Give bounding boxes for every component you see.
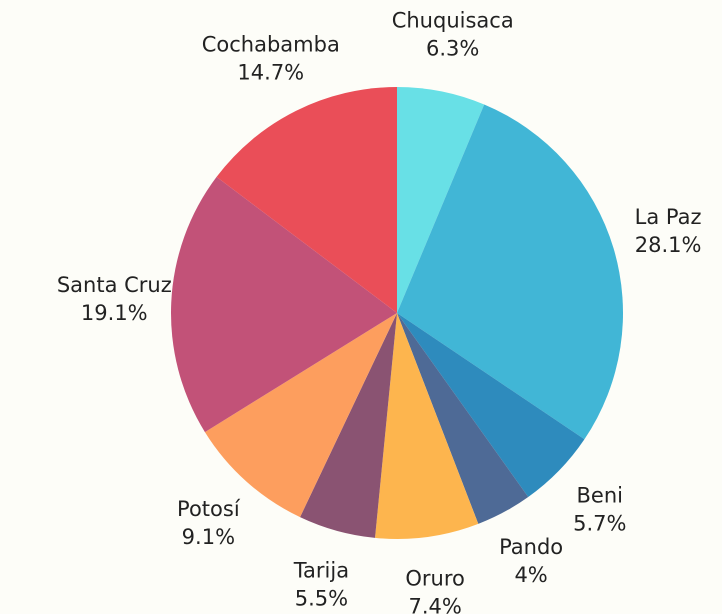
pie-slice — [397, 87, 485, 313]
pie-slice — [397, 313, 585, 498]
slice-value-label: 9.1% — [182, 525, 235, 549]
slice-label: Cochabamba — [202, 33, 340, 57]
slice-value-label: 5.5% — [295, 587, 348, 611]
pie-slice — [300, 313, 397, 538]
pie-slice — [204, 313, 397, 518]
slice-label: Oruro — [405, 566, 465, 590]
pie-slice — [397, 313, 529, 524]
pie-slice — [397, 104, 623, 440]
pie-slice — [170, 176, 397, 433]
slice-label: Chuquisaca — [392, 9, 514, 33]
slice-label: La Paz — [635, 205, 702, 229]
slice-value-label: 5.7% — [573, 511, 626, 535]
pie-slice — [375, 313, 479, 539]
slice-label: Santa Cruz — [57, 273, 172, 297]
slice-value-label: 28.1% — [635, 233, 702, 257]
slice-value-label: 19.1% — [81, 301, 148, 325]
slice-value-label: 6.3% — [426, 37, 479, 61]
slice-value-label: 4% — [514, 563, 547, 587]
pie-slice — [216, 87, 397, 313]
slice-label: Beni — [577, 483, 623, 507]
slice-value-label: 14.7% — [237, 61, 304, 85]
slice-label: Tarija — [293, 559, 349, 583]
slice-value-label: 7.4% — [408, 594, 461, 614]
slice-label: Potosí — [177, 497, 241, 521]
slice-label: Pando — [499, 535, 563, 559]
